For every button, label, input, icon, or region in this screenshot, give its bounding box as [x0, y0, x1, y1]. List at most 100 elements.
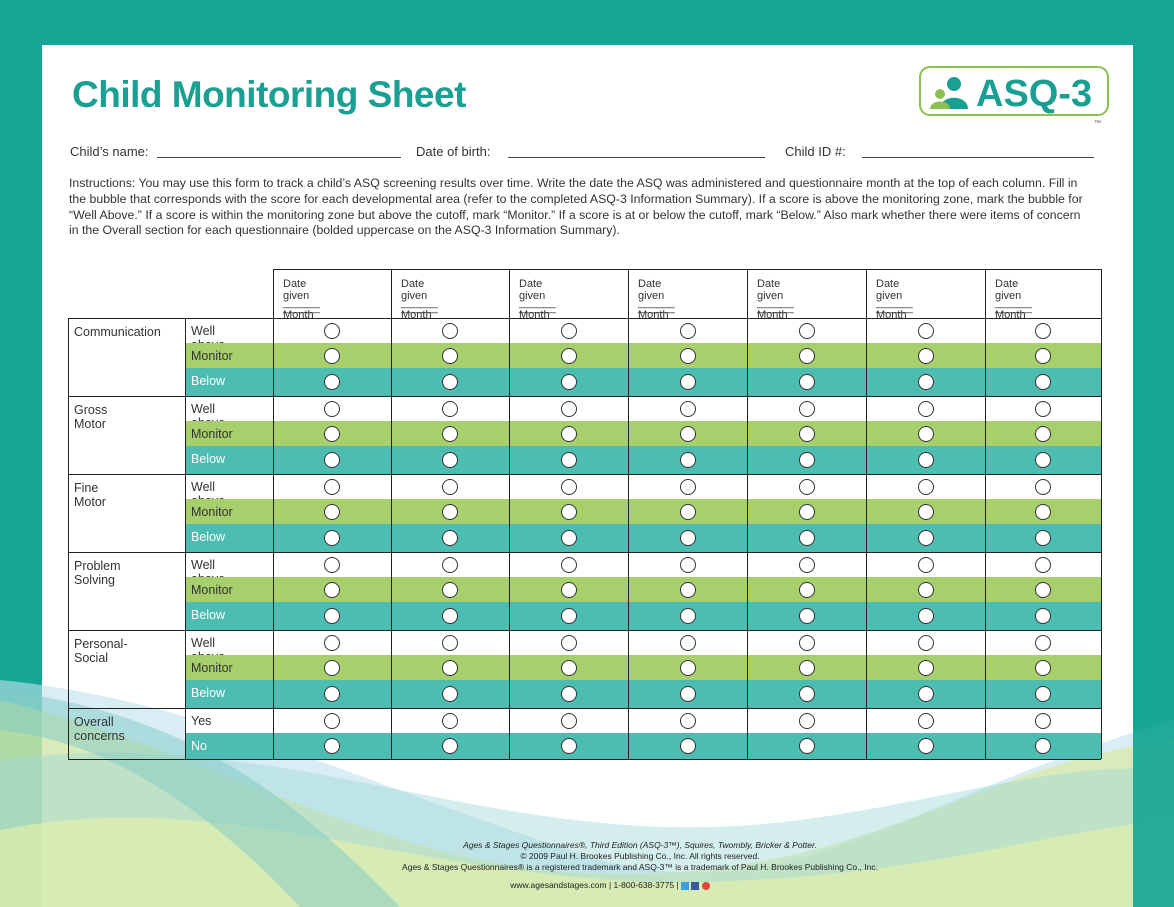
bubble[interactable]: [679, 686, 696, 702]
bubble[interactable]: [679, 530, 696, 546]
bubble[interactable]: [560, 608, 577, 624]
social-icon[interactable]: [701, 881, 710, 890]
bubble[interactable]: [917, 686, 934, 702]
bubble[interactable]: [798, 686, 815, 702]
bubble[interactable]: [798, 581, 815, 598]
bubble[interactable]: [917, 634, 934, 651]
bubble[interactable]: [442, 738, 458, 754]
bubble[interactable]: [1035, 425, 1051, 442]
social-icon[interactable]: [691, 881, 700, 890]
bubble[interactable]: [324, 322, 340, 339]
bubble[interactable]: [917, 374, 934, 390]
bubble[interactable]: [560, 738, 577, 754]
bubble[interactable]: [560, 374, 577, 390]
bubble[interactable]: [442, 322, 458, 339]
bubble[interactable]: [798, 374, 815, 390]
bubble[interactable]: [560, 452, 577, 468]
bubble[interactable]: [798, 530, 815, 546]
bubble[interactable]: [442, 374, 458, 390]
bubble[interactable]: [1035, 556, 1051, 573]
bubble[interactable]: [324, 659, 340, 676]
bubble[interactable]: [560, 322, 577, 339]
bubble[interactable]: [442, 608, 458, 624]
bubble[interactable]: [442, 503, 458, 520]
bubble[interactable]: [1035, 347, 1051, 364]
bubble[interactable]: [442, 400, 458, 417]
bubble[interactable]: [798, 478, 815, 495]
bubble[interactable]: [798, 634, 815, 651]
bubble[interactable]: [679, 503, 696, 520]
bubble[interactable]: [1035, 738, 1051, 754]
bubble[interactable]: [679, 608, 696, 624]
bubble[interactable]: [1035, 712, 1051, 729]
bubble[interactable]: [324, 503, 340, 520]
bubble[interactable]: [442, 686, 458, 702]
bubble[interactable]: [442, 634, 458, 651]
bubble[interactable]: [917, 478, 934, 495]
bubble[interactable]: [679, 400, 696, 417]
bubble[interactable]: [560, 400, 577, 417]
bubble[interactable]: [679, 738, 696, 754]
bubble[interactable]: [679, 634, 696, 651]
bubble[interactable]: [679, 347, 696, 364]
bubble[interactable]: [917, 581, 934, 598]
bubble[interactable]: [917, 425, 934, 442]
bubble[interactable]: [324, 738, 340, 754]
bubble[interactable]: [679, 322, 696, 339]
bubble[interactable]: [324, 400, 340, 417]
bubble[interactable]: [1035, 322, 1051, 339]
bubble[interactable]: [679, 452, 696, 468]
bubble[interactable]: [442, 347, 458, 364]
bubble[interactable]: [917, 400, 934, 417]
bubble[interactable]: [798, 556, 815, 573]
bubble[interactable]: [442, 556, 458, 573]
bubble[interactable]: [324, 347, 340, 364]
bubble[interactable]: [798, 452, 815, 468]
bubble[interactable]: [1035, 686, 1051, 702]
bubble[interactable]: [560, 581, 577, 598]
bubble[interactable]: [679, 556, 696, 573]
bubble[interactable]: [1035, 530, 1051, 546]
bubble[interactable]: [324, 712, 340, 729]
bubble[interactable]: [917, 712, 934, 729]
bubble[interactable]: [1035, 608, 1051, 624]
social-icon[interactable]: [681, 881, 689, 890]
bubble[interactable]: [324, 478, 340, 495]
bubble[interactable]: [442, 452, 458, 468]
bubble[interactable]: [679, 374, 696, 390]
bubble[interactable]: [1035, 659, 1051, 676]
bubble[interactable]: [324, 581, 340, 598]
bubble[interactable]: [1035, 634, 1051, 651]
bubble[interactable]: [560, 503, 577, 520]
bubble[interactable]: [917, 608, 934, 624]
bubble[interactable]: [442, 530, 458, 546]
bubble[interactable]: [442, 478, 458, 495]
bubble[interactable]: [1035, 581, 1051, 598]
bubble[interactable]: [560, 659, 577, 676]
bubble[interactable]: [917, 503, 934, 520]
bubble[interactable]: [560, 347, 577, 364]
bubble[interactable]: [798, 608, 815, 624]
bubble[interactable]: [1035, 503, 1051, 520]
bubble[interactable]: [679, 581, 696, 598]
bubble[interactable]: [798, 347, 815, 364]
bubble[interactable]: [442, 581, 458, 598]
bubble[interactable]: [560, 530, 577, 546]
bubble[interactable]: [917, 738, 934, 754]
bubble[interactable]: [917, 530, 934, 546]
bubble[interactable]: [798, 400, 815, 417]
bubble[interactable]: [917, 659, 934, 676]
bubble[interactable]: [679, 659, 696, 676]
bubble[interactable]: [1035, 400, 1051, 417]
bubble[interactable]: [917, 556, 934, 573]
bubble[interactable]: [1035, 452, 1051, 468]
bubble[interactable]: [324, 608, 340, 624]
bubble[interactable]: [442, 425, 458, 442]
bubble[interactable]: [798, 659, 815, 676]
bubble[interactable]: [560, 556, 577, 573]
bubble[interactable]: [560, 634, 577, 651]
bubble[interactable]: [324, 634, 340, 651]
bubble[interactable]: [798, 503, 815, 520]
bubble[interactable]: [798, 425, 815, 442]
bubble[interactable]: [917, 347, 934, 364]
